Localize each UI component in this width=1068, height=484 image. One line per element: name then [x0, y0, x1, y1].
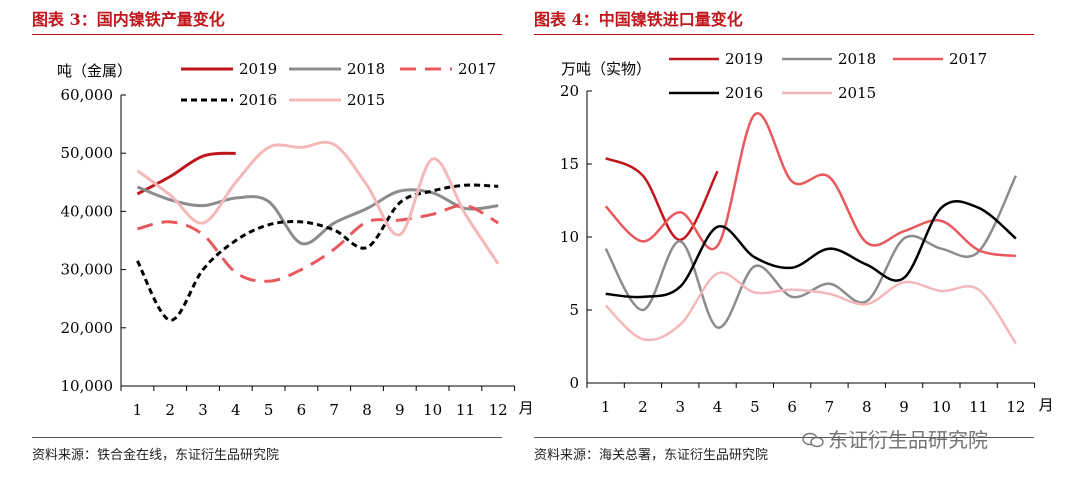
legend-label-2017: 2017 [949, 50, 987, 68]
y-tick-label: 10,000 [61, 377, 114, 395]
x-tick-label: 9 [899, 398, 909, 416]
title-rule [534, 34, 1034, 35]
source-rule [534, 437, 1034, 438]
x-tick-label: 7 [825, 398, 835, 416]
legend-label-2015: 2015 [347, 91, 385, 109]
legend-label-2018: 2018 [838, 50, 876, 68]
y-axis-label: 万吨（实物） [561, 60, 651, 78]
legend-label-2015: 2015 [838, 84, 876, 102]
y-tick-label: 20 [560, 82, 579, 100]
y-tick-label: 5 [569, 301, 579, 319]
x-tick-label: 10 [932, 398, 951, 416]
title-rule [32, 34, 502, 35]
x-tick-label: 4 [231, 401, 241, 419]
watermark-text: 东证衍生品研究院 [828, 428, 988, 452]
figure-title: 图表 3：国内镍铁产量变化 [32, 10, 225, 29]
legend-label-2019: 2019 [725, 50, 763, 68]
y-tick-label: 10 [560, 228, 579, 246]
chart-panel-imports: 图表 4：中国镍铁进口量变化 0 5 10 15 20 1 2 3 4 5 6 7 8 9 10 11 12 月万… [534, 0, 1068, 484]
x-tick-label: 11 [969, 398, 988, 416]
x-axis-label: 月 [1039, 396, 1054, 414]
y-axis-label: 吨（金属） [57, 62, 132, 80]
series-line-2015 [136, 140, 500, 265]
x-tick-label: 1 [133, 401, 143, 419]
x-tick-label: 12 [1006, 398, 1025, 416]
x-tick-label: 1 [601, 398, 611, 416]
figure-title: 图表 4：中国镍铁进口量变化 [534, 10, 743, 29]
legend-label-2017: 2017 [458, 60, 496, 78]
chart-panel-domestic-output: 图表 3：国内镍铁产量变化 10,000 20,000 30,000 40,000 50… [32, 10, 534, 463]
source-rule [32, 437, 502, 438]
x-tick-label: 12 [489, 401, 508, 419]
y-tick-label: 60,000 [61, 86, 114, 104]
x-tick-label: 6 [297, 401, 307, 419]
y-tick-label: 15 [560, 155, 579, 173]
y-tick-label: 50,000 [61, 144, 114, 162]
x-tick-label: 8 [862, 398, 872, 416]
x-tick-label: 4 [713, 398, 723, 416]
series-line-2017 [137, 203, 499, 283]
watermark: 东证衍生品研究院 [802, 424, 988, 453]
series-line-2018 [604, 175, 1018, 329]
x-tick-label: 2 [165, 401, 175, 419]
x-tick-label: 3 [198, 401, 208, 419]
y-tick-label: 20,000 [61, 319, 114, 337]
x-tick-label: 3 [675, 398, 685, 416]
x-axis-label: 月 [519, 399, 534, 417]
x-tick-label: 10 [423, 401, 442, 419]
legend-label-2018: 2018 [347, 60, 385, 78]
series-line-2019 [136, 151, 236, 196]
series-line-2017 [604, 112, 1017, 258]
source-note: 资料来源：海关总署，东证衍生品研究院 [534, 448, 769, 463]
x-tick-label: 2 [638, 398, 648, 416]
legend-label-2016: 2016 [725, 84, 763, 102]
series-line-2016 [605, 200, 1017, 299]
series-line-2018 [136, 185, 499, 246]
x-tick-label: 8 [362, 401, 372, 419]
y-tick-label: 0 [569, 374, 579, 392]
legend-label-2016: 2016 [239, 91, 277, 109]
wechat-icon [802, 432, 824, 448]
series-line-2015 [604, 271, 1017, 345]
source-note: 资料来源：铁合金在线，东证衍生品研究院 [32, 448, 280, 463]
x-tick-label: 7 [329, 401, 339, 419]
y-tick-label: 40,000 [61, 202, 114, 220]
y-tick-label: 30,000 [61, 261, 114, 279]
x-tick-label: 9 [395, 401, 405, 419]
legend-label-2019: 2019 [239, 60, 277, 78]
x-tick-label: 5 [264, 401, 274, 419]
series-line-2016 [136, 183, 499, 322]
x-tick-label: 11 [456, 401, 475, 419]
x-tick-label: 5 [750, 398, 760, 416]
x-tick-label: 6 [787, 398, 797, 416]
